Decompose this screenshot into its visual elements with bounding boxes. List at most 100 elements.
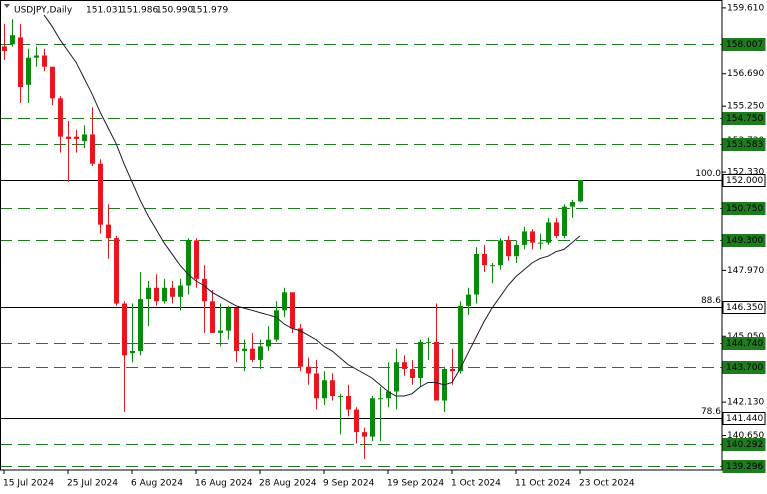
- level-label-box: [722, 412, 766, 425]
- plot-frame: [0, 0, 723, 471]
- candle-body: [122, 303, 127, 356]
- candle-body: [130, 350, 135, 354]
- x-tick-label: 1 Oct 2024: [451, 479, 501, 489]
- candle-body: [82, 134, 87, 142]
- moving-average: [43, 14, 581, 397]
- level-label-box: [722, 138, 766, 151]
- candle-body: [498, 240, 503, 266]
- level-label-box: [722, 174, 766, 187]
- level-label-box: [722, 112, 766, 125]
- candle-body: [450, 368, 455, 372]
- candle-body: [34, 55, 39, 58]
- candle-body: [66, 136, 71, 139]
- fib-label: 100.0: [695, 169, 721, 179]
- candle-body: [506, 240, 511, 257]
- level-label-box: [722, 38, 766, 51]
- y-tick-label: 140.650: [727, 431, 764, 441]
- candle-body: [314, 373, 319, 399]
- candle-body: [538, 242, 543, 244]
- candle-body: [154, 287, 159, 302]
- x-tick-label: 19 Sep 2024: [387, 479, 444, 489]
- level-label: 153.583: [726, 140, 763, 150]
- candle-body: [114, 238, 119, 304]
- candle-body: [50, 66, 55, 99]
- candle-body: [362, 432, 367, 437]
- candle-body: [162, 287, 167, 302]
- candle-body: [74, 136, 79, 139]
- header-close: 151.979: [191, 6, 228, 16]
- candle-body: [10, 35, 15, 45]
- x-tick-label: 23 Oct 2024: [579, 479, 635, 489]
- candle-body: [490, 265, 495, 267]
- candle-body: [554, 222, 559, 236]
- candle-body: [42, 55, 47, 67]
- candle-body: [338, 396, 343, 398]
- candle-body: [330, 380, 335, 397]
- candle-body: [282, 292, 287, 311]
- candle-body: [146, 287, 151, 300]
- candle-body: [474, 253, 479, 295]
- candle-body: [98, 163, 103, 225]
- x-tick-label: 11 Oct 2024: [515, 479, 571, 489]
- level-label-box: [722, 234, 766, 247]
- chart-title: USDJPY,Daily: [14, 6, 73, 16]
- candle-body: [170, 287, 175, 297]
- candle-body: [322, 380, 327, 399]
- level-label: 152.000: [726, 176, 763, 186]
- candle-body: [482, 253, 487, 266]
- candle-body: [266, 339, 271, 347]
- level-label: 143.700: [726, 363, 763, 373]
- header-low: 150.990: [156, 6, 193, 16]
- level-label: 146.350: [726, 303, 763, 313]
- levels-layer: [0, 44, 722, 467]
- candle-body: [402, 362, 407, 369]
- x-tick-label: 16 Aug 2024: [195, 479, 253, 489]
- y-tick-label: 145.050: [727, 332, 764, 342]
- candle-body: [218, 330, 223, 333]
- candle-body: [106, 224, 111, 239]
- level-label-box: [722, 438, 766, 451]
- plot-area: [2, 14, 583, 460]
- level-label-box: [722, 301, 766, 314]
- y-tick-label: 155.250: [727, 102, 764, 112]
- ticks-layer: 159.610156.690155.250153.730152.330147.9…: [3, 3, 764, 488]
- candle-body: [298, 328, 303, 367]
- candle-body: [410, 368, 415, 378]
- y-tick-label: 147.970: [727, 266, 764, 276]
- candle-body: [202, 278, 207, 302]
- level-label-box: [722, 202, 766, 215]
- level-label: 158.007: [726, 40, 763, 50]
- y-tick-label: 159.610: [727, 3, 764, 13]
- candle-body: [522, 231, 527, 245]
- candle-body: [306, 366, 311, 374]
- fib-label: 78.6: [701, 407, 721, 417]
- level-label: 139.296: [726, 462, 763, 472]
- level-label: 154.750: [726, 114, 763, 124]
- y-tick-label: 142.130: [727, 398, 764, 408]
- candle-body: [426, 341, 431, 343]
- candle-body: [58, 98, 63, 137]
- level-label: 141.440: [726, 414, 763, 424]
- level-label: 140.292: [726, 440, 763, 450]
- level-label: 150.750: [726, 204, 763, 214]
- candle-body: [90, 134, 95, 164]
- level-label-box: [722, 337, 766, 350]
- candle-body: [578, 179, 583, 202]
- candle-body: [210, 301, 215, 333]
- menu-icon: [4, 4, 10, 8]
- header-high: 151.986: [121, 6, 158, 16]
- candle-body: [458, 305, 463, 372]
- fib-label: 88.6: [701, 296, 721, 306]
- level-label: 149.300: [726, 236, 763, 246]
- level-label: 144.740: [726, 339, 763, 349]
- candle-body: [434, 341, 439, 401]
- candle-body: [530, 231, 535, 243]
- level-label-box: [722, 361, 766, 374]
- candle-body: [2, 46, 7, 51]
- y-tick-label: 152.330: [727, 168, 764, 178]
- x-tick-label: 15 Jul 2024: [3, 479, 54, 489]
- candle-body: [346, 396, 351, 410]
- candle-body: [290, 292, 295, 329]
